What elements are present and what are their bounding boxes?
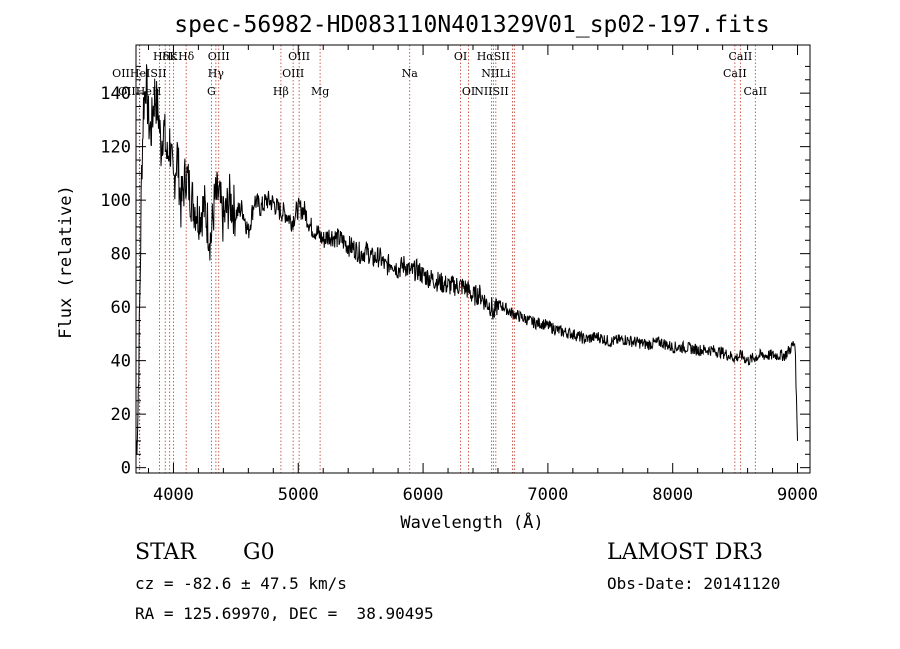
line-label: HδK xyxy=(153,50,178,63)
line-label: CaII xyxy=(729,50,753,63)
survey-name: LAMOST DR3 xyxy=(607,540,763,565)
x-axis-ticks: 4000 5000 6000 7000 8000 9000 xyxy=(147,45,818,505)
x-tick-label: 4000 xyxy=(153,485,194,505)
y-tick-label: 0 xyxy=(121,459,131,479)
x-axis-label: Wavelength (Å) xyxy=(400,511,543,533)
line-label: NIISII xyxy=(474,85,509,98)
observation-date: Obs-Date: 20141120 xyxy=(607,574,781,593)
line-label: CaII xyxy=(743,85,767,98)
line-label: Hδ xyxy=(178,50,195,63)
line-label: OIIHeH xyxy=(118,85,161,98)
line-label: HαSII xyxy=(477,50,510,63)
radial-velocity: cz = -82.6 ± 47.5 km/s xyxy=(135,574,347,593)
line-label: OI xyxy=(462,85,475,98)
line-label: Hβ xyxy=(273,85,289,98)
object-subclass: G0 xyxy=(243,540,275,565)
y-tick-label: 80 xyxy=(111,245,131,265)
x-tick-label: 7000 xyxy=(527,485,568,505)
line-label: CaII xyxy=(723,67,747,80)
y-axis-ticks: 0 20 40 60 80 100 120 140 xyxy=(100,65,810,479)
plot-frame xyxy=(135,44,811,474)
flux-series-line xyxy=(135,64,798,455)
y-tick-label: 60 xyxy=(111,298,131,318)
line-label: Mg xyxy=(311,85,329,98)
line-label: OIII xyxy=(208,50,230,63)
coordinates: RA = 125.69970, DEC = 38.90495 xyxy=(135,604,434,623)
y-tick-label: 140 xyxy=(100,84,131,104)
y-tick-label: 100 xyxy=(100,191,131,211)
line-label: G xyxy=(207,85,216,98)
line-label: Hε xyxy=(162,50,178,63)
x-tick-label: 6000 xyxy=(403,485,444,505)
line-label: OIII xyxy=(282,67,304,80)
x-tick-label: 5000 xyxy=(278,485,319,505)
line-label: Hγ xyxy=(208,67,225,80)
line-label: OIII xyxy=(288,50,310,63)
object-class: STAR xyxy=(135,540,196,565)
x-tick-label: 9000 xyxy=(777,485,818,505)
y-tick-label: 40 xyxy=(111,352,131,372)
line-label: Na xyxy=(402,67,419,80)
spectrum-chart: spec-56982-HD083110N401329V01_sp02-197.f… xyxy=(56,12,818,533)
line-label: NIILi xyxy=(481,67,511,80)
chart-title: spec-56982-HD083110N401329V01_sp02-197.f… xyxy=(174,12,769,38)
y-axis-label: Flux (relative) xyxy=(56,185,76,339)
spectral-line-markers xyxy=(138,45,756,473)
y-tick-label: 20 xyxy=(111,405,131,425)
line-label: OI xyxy=(454,50,467,63)
y-tick-label: 120 xyxy=(100,138,131,158)
line-label: OIIHeISII xyxy=(112,67,166,80)
x-tick-label: 8000 xyxy=(652,485,693,505)
